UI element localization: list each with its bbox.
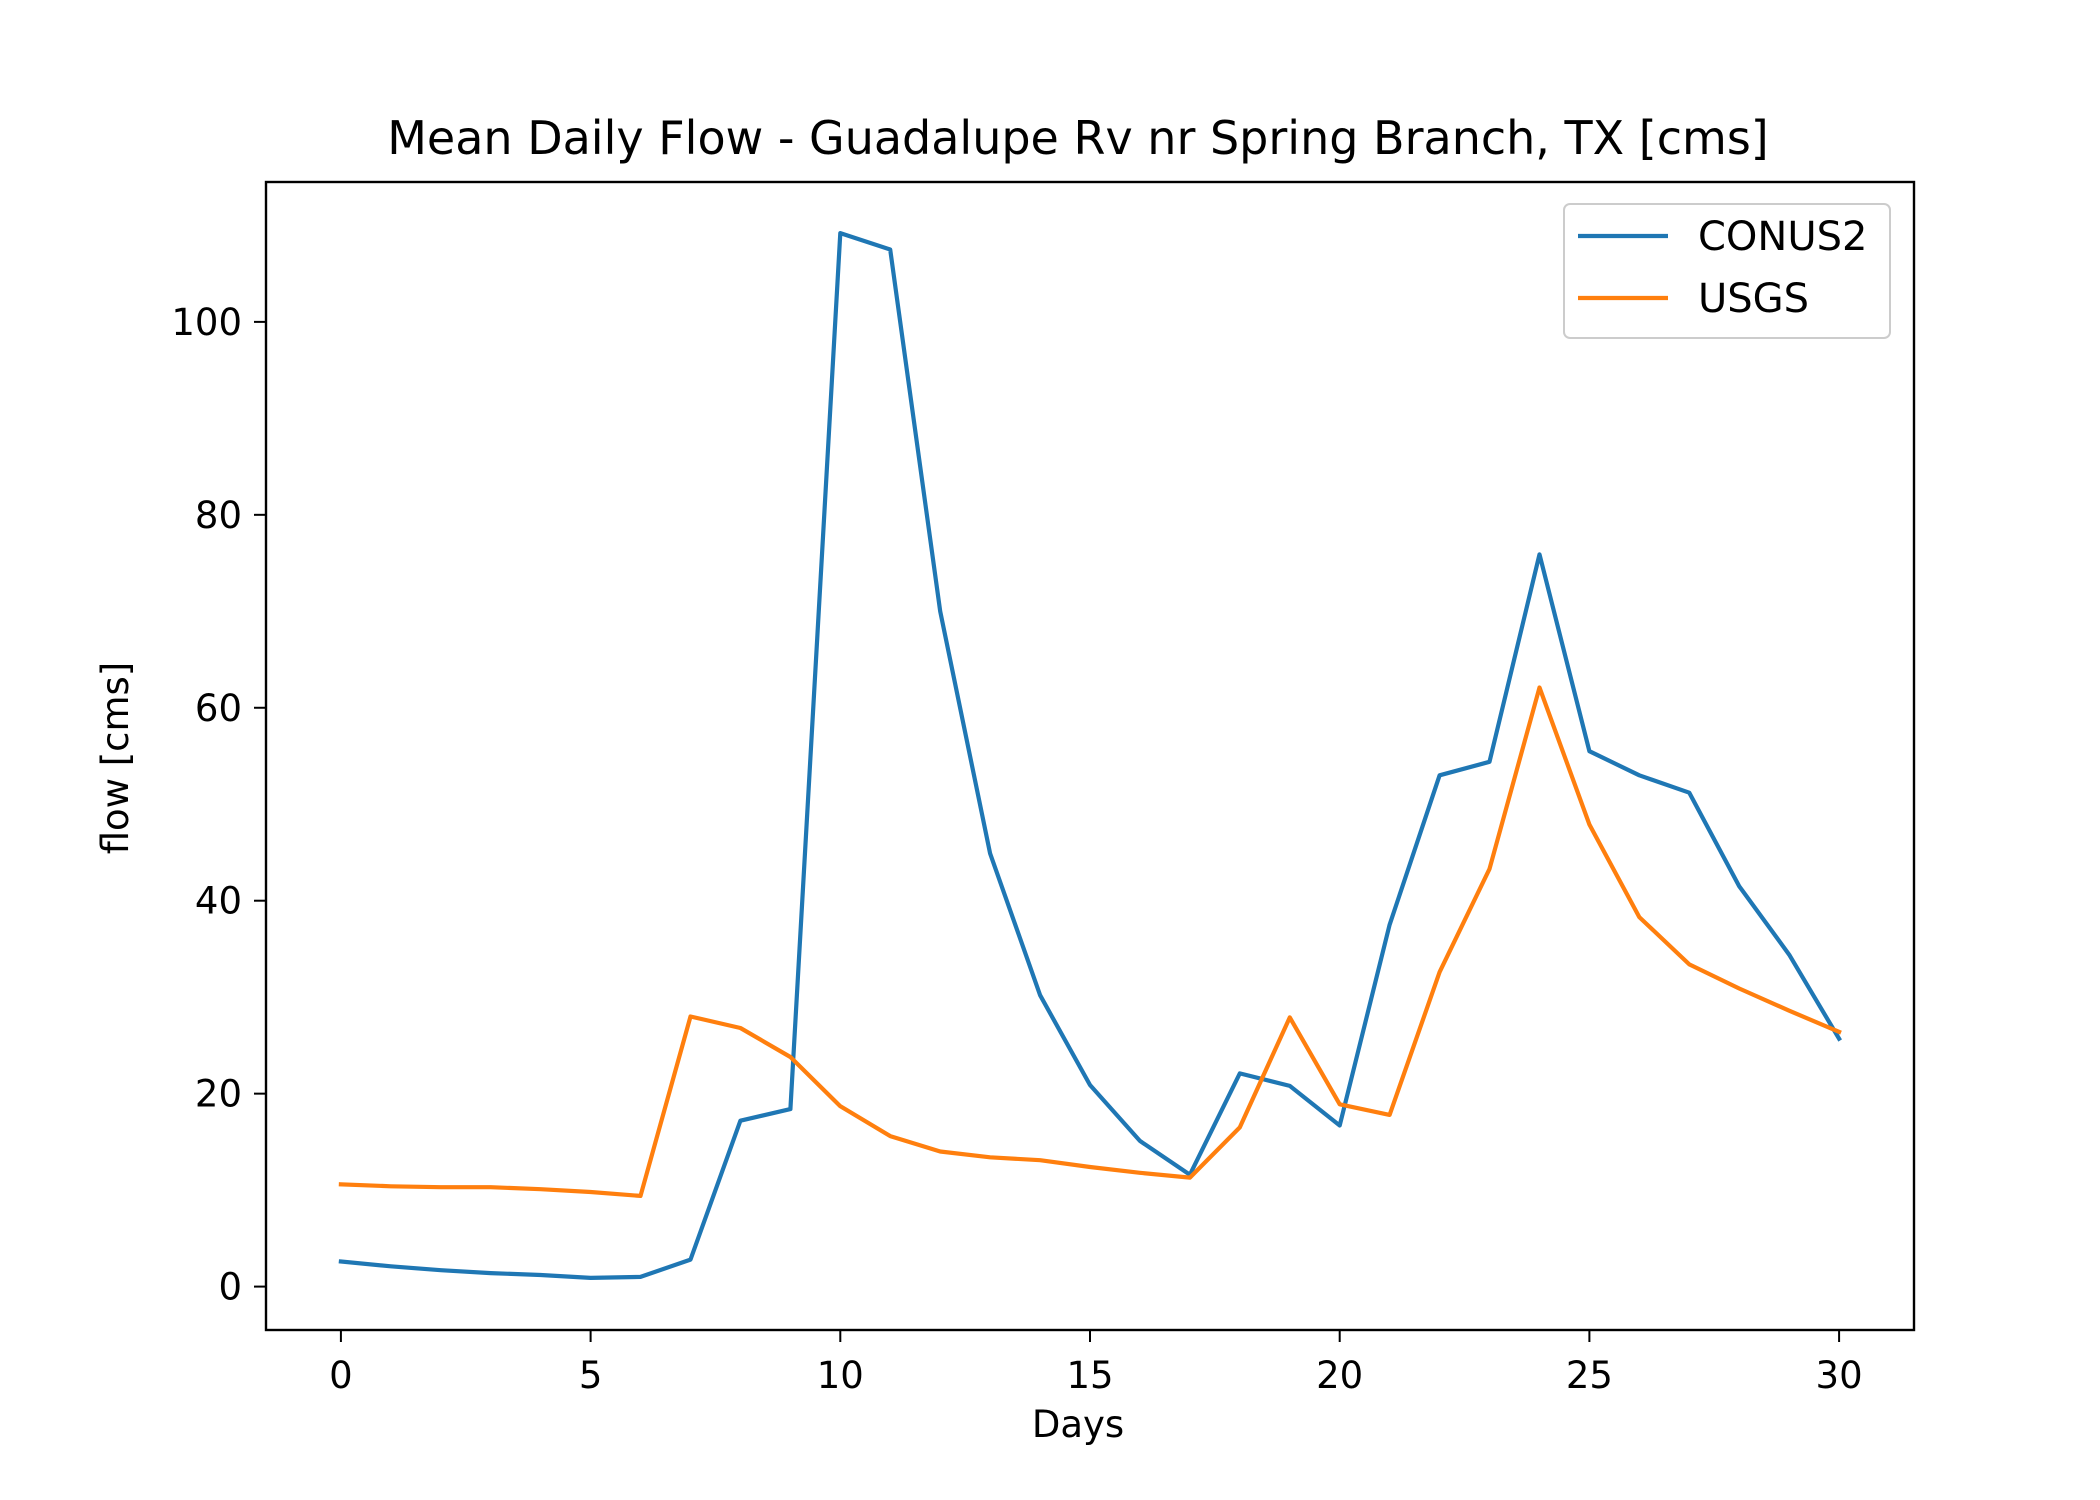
x-tick-label: 30: [1816, 1354, 1863, 1397]
chart-title: Mean Daily Flow - Guadalupe Rv nr Spring…: [387, 111, 1769, 165]
x-axis-label: Days: [1032, 1403, 1124, 1446]
x-tick-label: 15: [1066, 1354, 1113, 1397]
y-tick-label: 40: [195, 880, 242, 923]
y-axis-label: flow [cms]: [94, 662, 137, 855]
y-tick-label: 0: [218, 1266, 242, 1309]
x-tick-label: 10: [817, 1354, 864, 1397]
y-tick-label: 60: [195, 687, 242, 730]
y-tick-label: 100: [171, 301, 242, 344]
legend-label-conus2: CONUS2: [1698, 214, 1867, 260]
y-tick-label: 80: [195, 494, 242, 537]
y-tick-label: 20: [195, 1073, 242, 1116]
x-tick-label: 5: [579, 1354, 603, 1397]
legend-label-usgs: USGS: [1698, 276, 1809, 322]
x-tick-label: 20: [1316, 1354, 1363, 1397]
plot-area: 0 5 10 15 20 25 30 0 20 40 60 80 100 CONUS2 USGS: [171, 180, 1916, 1397]
x-tick-label: 25: [1566, 1354, 1613, 1397]
series-line-conus2: [338, 231, 1842, 1281]
x-tick-label: 0: [329, 1354, 353, 1397]
series-line-usgs: [338, 685, 1842, 1199]
plot-frame: [264, 180, 1916, 1332]
